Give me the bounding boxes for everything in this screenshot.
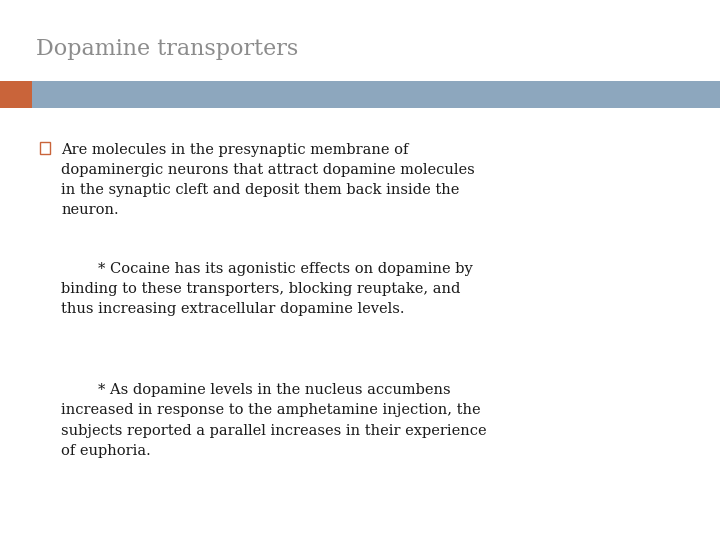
Text: Are molecules in the presynaptic membrane of
dopaminergic neurons that attract d: Are molecules in the presynaptic membran… (61, 143, 475, 217)
Text: * Cocaine has its agonistic effects on dopamine by
binding to these transporters: * Cocaine has its agonistic effects on d… (61, 262, 473, 316)
Text: Dopamine transporters: Dopamine transporters (36, 38, 298, 60)
FancyBboxPatch shape (32, 81, 720, 108)
Text: * As dopamine levels in the nucleus accumbens
increased in response to the amphe: * As dopamine levels in the nucleus accu… (61, 383, 487, 457)
FancyBboxPatch shape (0, 81, 32, 108)
FancyBboxPatch shape (40, 142, 50, 154)
